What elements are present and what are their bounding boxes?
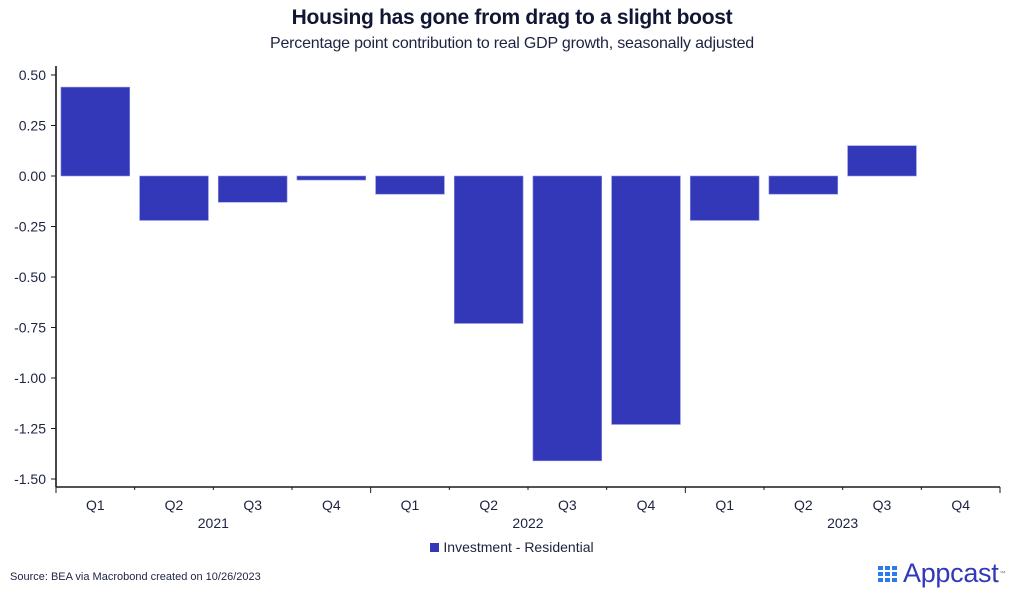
legend-label: Investment - Residential [443, 539, 594, 555]
x-quarter-label: Q2 [794, 497, 813, 513]
x-quarter-label: Q2 [165, 497, 184, 513]
bar-q4-2021 [296, 175, 367, 181]
x-quarter-label: Q4 [322, 497, 341, 513]
y-tick-label: -1.50 [14, 471, 46, 487]
bar-q2-2021 [139, 175, 209, 221]
y-axis: 0.50 0.25 0.00 -0.25 -0.50 -0.75 -1.00 -1.25 -1.… [14, 66, 57, 487]
bar-q1-2023 [689, 175, 760, 221]
x-quarter-label: Q2 [479, 497, 498, 513]
y-tick-label: -0.50 [14, 269, 46, 285]
legend-swatch [430, 543, 440, 552]
bar-q4-2022 [611, 175, 681, 425]
bar-q3-2023 [847, 145, 917, 177]
x-axis: Q1 Q2 Q3 Q4 Q1 Q2 Q3 Q4 Q1 Q2 Q3 Q4 2021 2022 2023 [55, 486, 1001, 531]
x-quarter-label: Q3 [873, 497, 892, 513]
appcast-logo: Appcast ™ [878, 558, 1005, 589]
y-tick-label: -0.75 [14, 320, 46, 336]
x-year-label: 2021 [198, 515, 229, 531]
x-quarter-label: Q3 [243, 497, 262, 513]
chart-title: Housing has gone from drag to a slight b… [291, 6, 733, 29]
source-note: Source: BEA via Macrobond created on 10/… [10, 571, 261, 583]
bar-q3-2021 [217, 175, 288, 203]
x-quarter-label: Q1 [715, 497, 734, 513]
bar-q1-2021 [60, 86, 131, 177]
x-quarter-label: Q4 [637, 497, 656, 513]
bars-group [60, 86, 917, 462]
legend: Investment - Residential [0, 539, 1024, 555]
logo-trademark: ™ [999, 570, 1006, 577]
y-tick-label: 0.00 [19, 168, 46, 184]
x-quarter-label: Q3 [558, 497, 577, 513]
x-quarter-label: Q1 [401, 497, 420, 513]
appcast-logo-icon [878, 565, 897, 582]
x-year-label: 2023 [827, 515, 858, 531]
bar-q2-2023 [768, 175, 839, 195]
y-tick-label: 0.50 [19, 67, 46, 83]
y-tick-label: 0.25 [19, 118, 46, 134]
bar-q1-2022 [375, 175, 445, 195]
x-year-label: 2022 [512, 515, 543, 531]
y-tick-label: -0.25 [14, 219, 46, 235]
y-tick-label: -1.00 [14, 370, 46, 386]
bar-q3-2022 [532, 175, 603, 462]
x-quarter-label: Q1 [86, 497, 105, 513]
y-tick-label: -1.25 [14, 421, 46, 437]
x-quarter-label: Q4 [951, 497, 970, 513]
bar-q2-2022 [453, 175, 524, 324]
chart-subtitle: Percentage point contribution to real GD… [270, 35, 754, 52]
logo-text: Appcast [903, 558, 999, 588]
